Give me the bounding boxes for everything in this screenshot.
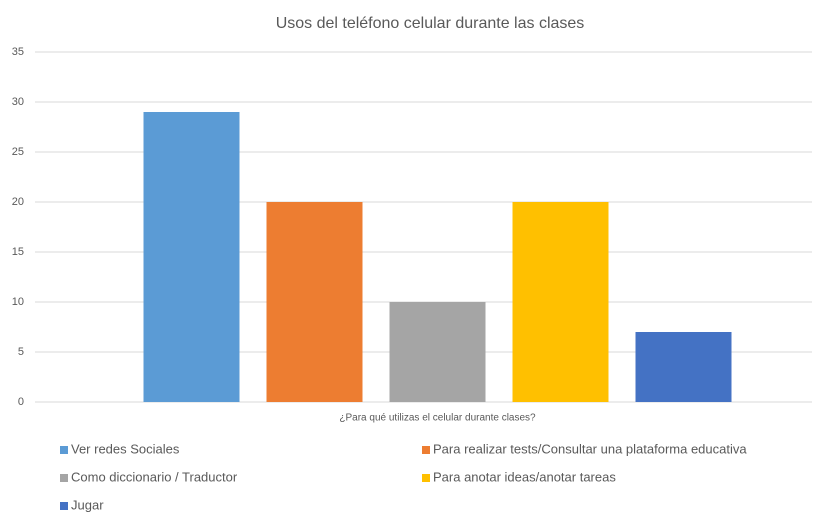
y-tick-label: 15 — [12, 246, 24, 258]
y-tick-label: 20 — [12, 196, 24, 208]
legend-label: Para anotar ideas/anotar tareas — [433, 469, 616, 484]
legend-label: Jugar — [71, 497, 104, 512]
bar — [266, 202, 363, 402]
y-tick-label: 35 — [12, 46, 24, 58]
bar — [635, 332, 732, 402]
bar — [512, 202, 609, 402]
legend-swatch — [422, 474, 430, 482]
legend-label: Como diccionario / Traductor — [71, 469, 238, 484]
chart-title: Usos del teléfono celular durante las cl… — [276, 15, 585, 32]
legend-label: Para realizar tests/Consultar una plataf… — [433, 441, 747, 456]
y-tick-label: 25 — [12, 146, 24, 158]
legend-swatch — [60, 474, 68, 482]
y-tick-label: 30 — [12, 96, 24, 108]
legend-label: Ver redes Sociales — [71, 441, 180, 456]
y-tick-label: 5 — [18, 346, 24, 358]
legend-swatch — [60, 446, 68, 454]
legend-swatch — [422, 446, 430, 454]
y-tick-label: 0 — [18, 396, 24, 408]
y-tick-label: 10 — [12, 296, 24, 308]
bar — [143, 112, 240, 402]
bar — [389, 302, 486, 402]
x-tick-label: ¿Para qué utilizas el celular durante cl… — [339, 413, 536, 424]
legend-swatch — [60, 502, 68, 510]
